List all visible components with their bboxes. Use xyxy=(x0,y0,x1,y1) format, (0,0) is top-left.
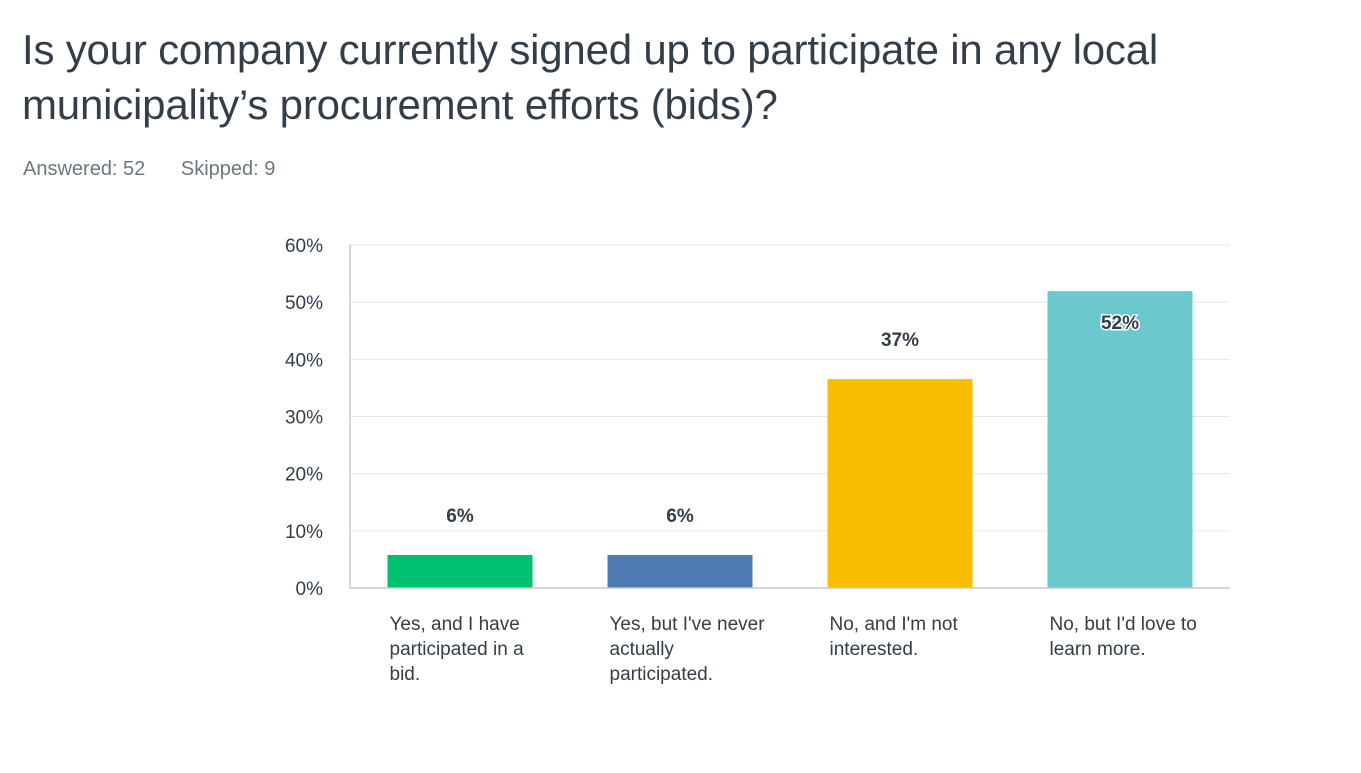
bar xyxy=(1047,291,1193,588)
bar xyxy=(607,555,753,588)
skipped-count: Skipped: 9 xyxy=(180,158,276,180)
bar xyxy=(827,379,973,588)
bar-data-label: 52% xyxy=(1101,313,1139,334)
bar xyxy=(387,555,533,588)
bar-data-label: 6% xyxy=(446,506,474,527)
y-tick-label: 10% xyxy=(285,522,323,543)
x-category-label: No, but I'd love to learn more. xyxy=(1049,614,1197,660)
y-tick-label: 40% xyxy=(285,350,323,371)
y-tick-label: 20% xyxy=(285,465,323,486)
bar-data-label: 37% xyxy=(881,330,919,351)
x-category-label: Yes, and I have participated in a bid. xyxy=(389,614,524,685)
y-tick-label: 50% xyxy=(285,293,323,314)
y-axis-ticks: 0% 10% 20% 30% 40% 50% 60% xyxy=(285,236,323,600)
answered-count: Answered: 52 xyxy=(23,158,146,180)
x-category-label: No, and I'm not interested. xyxy=(829,614,958,660)
page-title: Is your company currently signed up to p… xyxy=(22,26,1159,128)
bars xyxy=(387,291,1193,588)
data-labels: 6% 6% 37% 52% xyxy=(446,312,1140,527)
response-stats: Answered: 52 Skipped: 9 xyxy=(23,158,275,181)
bar-data-label: 6% xyxy=(666,506,694,527)
y-tick-label: 30% xyxy=(285,408,323,429)
y-tick-label: 0% xyxy=(296,579,324,600)
y-tick-label: 60% xyxy=(285,236,323,257)
x-category-label: Yes, but I've never actually participate… xyxy=(609,614,765,685)
